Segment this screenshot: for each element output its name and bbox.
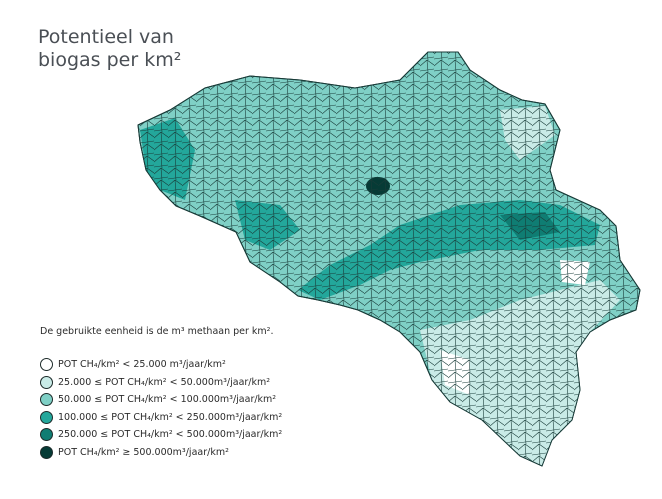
legend-swatch — [40, 358, 53, 372]
legend-label: POT CH₄/km² < 25.000 m³/jaar/km² — [58, 359, 226, 371]
legend-label: 25.000 ≤ POT CH₄/km² < 50.000m³/jaar/km² — [58, 376, 271, 388]
legend-swatch — [40, 375, 53, 389]
legend-swatch — [40, 410, 53, 424]
legend-swatch — [40, 393, 53, 407]
legend-label: 100.000 ≤ POT CH₄/km² < 250.000m³/jaar/k… — [58, 411, 283, 423]
legend-swatch — [40, 445, 53, 459]
legend-swatch — [40, 428, 53, 442]
note: De gebruikte eenheid is de m³ methaan pe… — [40, 326, 274, 337]
legend-item: 100.000 ≤ POT CH₄/km² < 250.000m³/jaar/k… — [40, 409, 282, 427]
legend-item: 25.000 ≤ POT CH₄/km² < 50.000m³/jaar/km² — [40, 374, 282, 392]
legend-label: POT CH₄/km² ≥ 500.000m³/jaar/km² — [58, 446, 229, 458]
legend-item: POT CH₄/km² ≥ 500.000m³/jaar/km² — [40, 444, 282, 462]
legend-item: POT CH₄/km² < 25.000 m³/jaar/km² — [40, 356, 282, 374]
legend-item: 50.000 ≤ POT CH₄/km² < 100.000m³/jaar/km… — [40, 391, 282, 409]
legend: POT CH₄/km² < 25.000 m³/jaar/km² 25.000 ≤… — [40, 356, 282, 461]
boundaries — [137, 51, 641, 467]
legend-label: 250.000 ≤ POT CH₄/km² < 500.000m³/jaar/k… — [58, 429, 283, 441]
legend-item: 250.000 ≤ POT CH₄/km² < 500.000m³/jaar/k… — [40, 426, 282, 444]
title: Potentieel van biogas per km² — [38, 26, 182, 71]
legend-label: 50.000 ≤ POT CH₄/km² < 100.000m³/jaar/km… — [58, 394, 277, 406]
